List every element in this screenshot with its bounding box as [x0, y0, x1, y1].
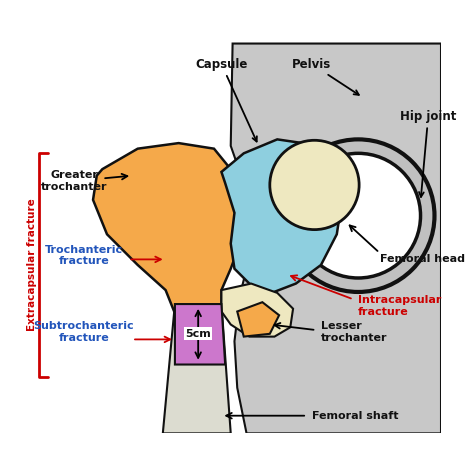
Text: Greater
trochanter: Greater trochanter [41, 171, 108, 192]
Polygon shape [163, 304, 231, 433]
Text: Extracapsular fracture: Extracapsular fracture [27, 198, 36, 331]
Text: Trochanteric
fracture: Trochanteric fracture [45, 245, 123, 266]
Text: Femoral shaft: Femoral shaft [312, 411, 398, 421]
Circle shape [282, 139, 435, 292]
Text: Pelvis: Pelvis [292, 57, 359, 95]
Circle shape [270, 140, 359, 229]
Polygon shape [221, 139, 342, 293]
Polygon shape [175, 304, 225, 365]
Text: Lesser
trochanter: Lesser trochanter [321, 321, 387, 343]
Text: Subtrochanteric
fracture: Subtrochanteric fracture [34, 321, 134, 343]
Text: Capsule: Capsule [195, 57, 257, 141]
Text: Hip joint: Hip joint [400, 110, 456, 197]
Polygon shape [93, 143, 242, 313]
Polygon shape [237, 302, 279, 337]
Text: Femoral head: Femoral head [380, 255, 465, 264]
Text: Intracapsular
fracture: Intracapsular fracture [358, 295, 442, 317]
Text: 5cm: 5cm [185, 329, 211, 339]
Polygon shape [221, 284, 293, 337]
Polygon shape [231, 44, 441, 433]
Circle shape [296, 153, 420, 278]
